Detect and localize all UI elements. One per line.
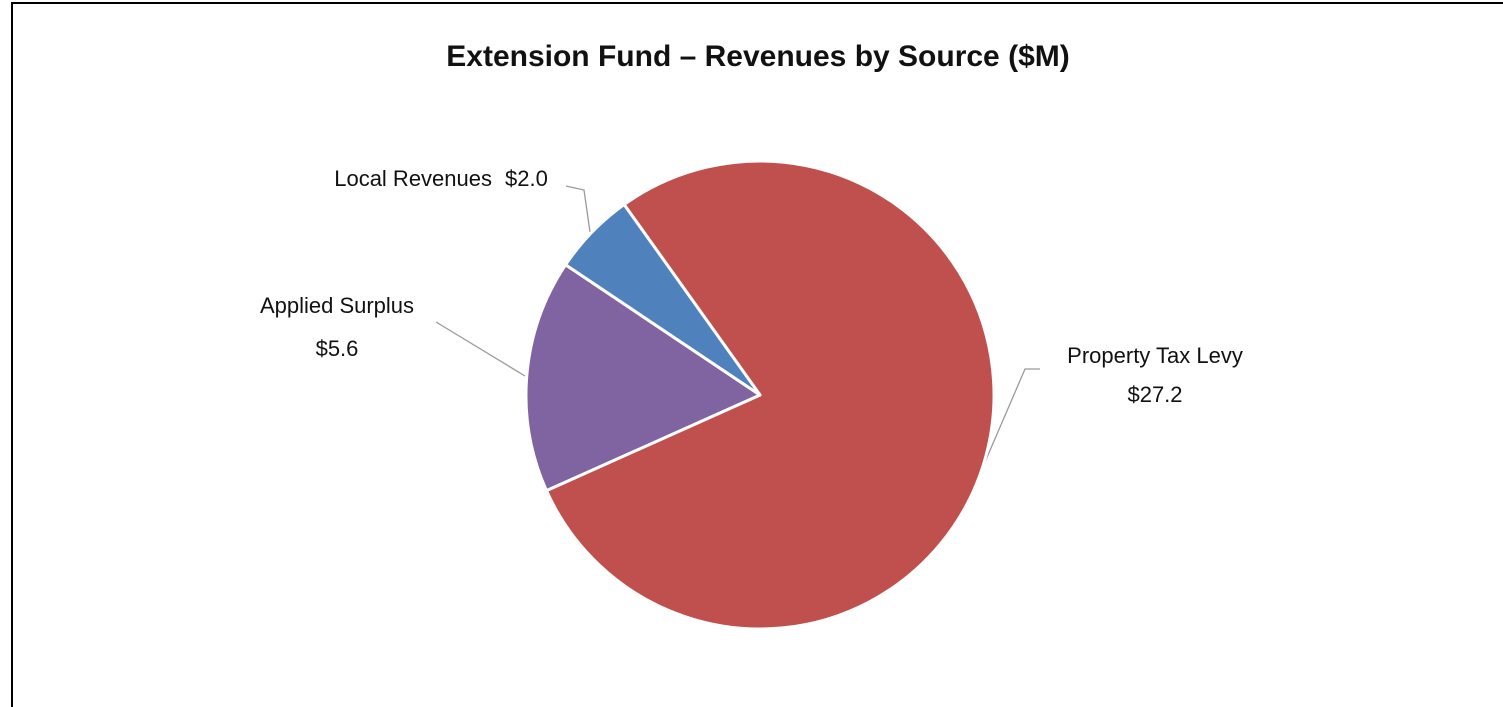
slice-label: Local Revenues [334,166,492,191]
pie-slice [544,159,996,631]
slice-value-label: $27.2 [1127,382,1182,407]
slice-label: Property Tax Levy [1067,343,1243,368]
pie-slice [564,202,762,397]
leader-line [984,368,1040,463]
leader-line [435,321,526,377]
slice-value-label: $2.0 [505,166,548,191]
leader-line [565,185,591,233]
slice-value-label: $5.6 [316,336,359,361]
chart-title: Extension Fund – Revenues by Source ($M) [446,40,1069,73]
pie-slice [524,263,762,493]
slice-label: Applied Surplus [260,293,414,318]
